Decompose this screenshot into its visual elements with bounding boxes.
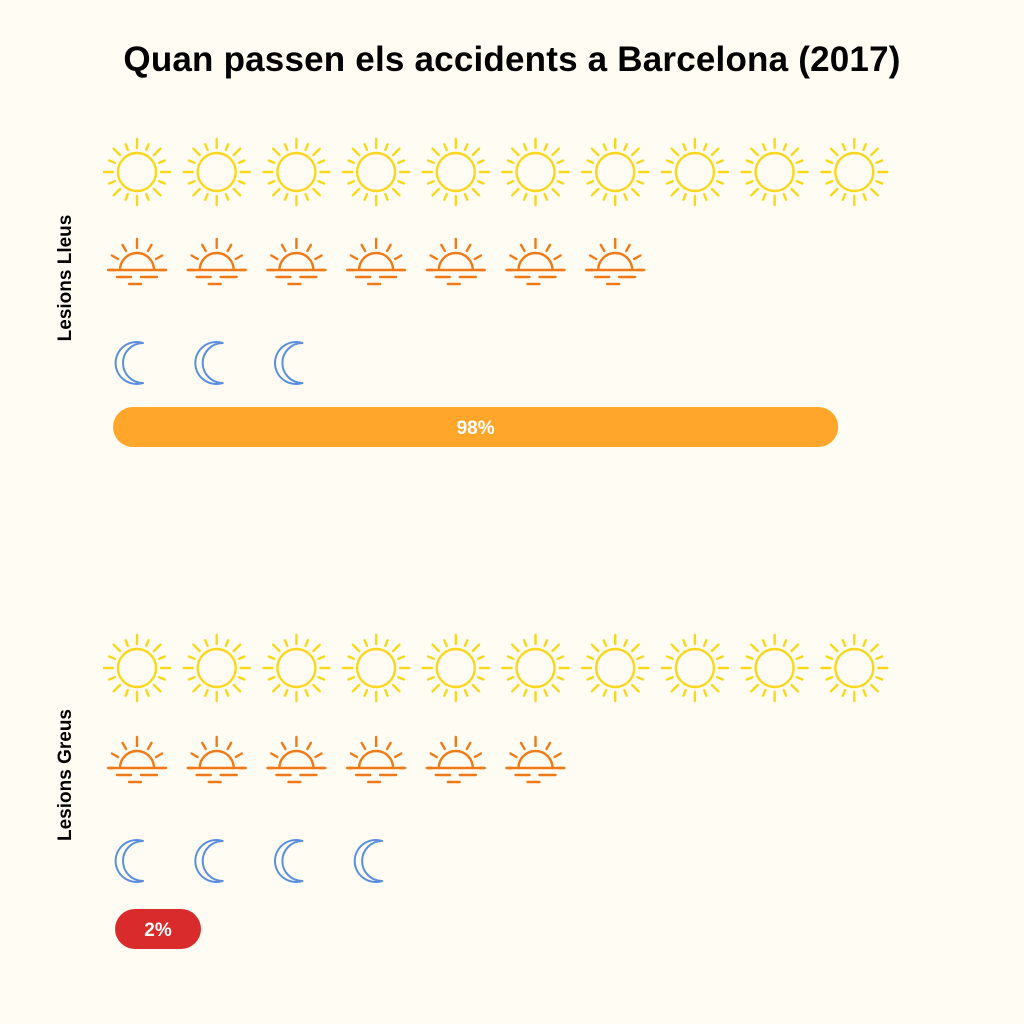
sun-icon	[341, 137, 411, 207]
moon-icon	[114, 341, 144, 385]
sun-icon	[262, 633, 331, 703]
moon-icon	[353, 839, 384, 883]
sun-icon	[501, 633, 570, 703]
sunset-icon	[505, 237, 566, 286]
sun-icon	[421, 137, 490, 207]
moon-icon	[274, 341, 304, 385]
sun-icon	[182, 137, 251, 207]
share-label: 2%	[144, 920, 172, 941]
sunset-icon	[266, 237, 327, 286]
sun-icon	[581, 633, 650, 703]
sunset-icon	[585, 237, 646, 286]
sun-icon	[820, 633, 889, 703]
sunset-icon	[505, 735, 566, 784]
sun-icon	[820, 137, 889, 207]
sunset-icon	[106, 237, 168, 286]
sun-icon	[102, 137, 172, 207]
moon-icon	[194, 839, 224, 883]
sunset-icon	[345, 237, 407, 286]
sunset-icon	[266, 735, 327, 784]
sun-icon	[581, 137, 650, 207]
sun-icon	[660, 137, 730, 207]
share-bar	[113, 407, 839, 447]
sun-icon	[102, 633, 172, 703]
share-label: 98%	[457, 418, 495, 439]
sun-icon	[660, 633, 730, 703]
sunset-icon	[425, 735, 486, 784]
sunset-icon	[186, 237, 247, 286]
sun-icon	[421, 633, 490, 703]
share-bar	[115, 909, 201, 949]
sunset-icon	[345, 735, 407, 784]
sunset-icon	[106, 735, 168, 784]
sun-icon	[341, 633, 411, 703]
sun-icon	[182, 633, 251, 703]
sun-icon	[501, 137, 570, 207]
sunset-icon	[186, 735, 247, 784]
chart-title: Quan passen els accidents a Barcelona (2…	[123, 40, 901, 79]
sun-icon	[262, 137, 331, 207]
sun-icon	[740, 137, 809, 207]
moon-icon	[114, 839, 144, 883]
moon-icon	[274, 839, 304, 883]
sun-icon	[740, 633, 809, 703]
moon-icon	[194, 341, 224, 385]
sunset-icon	[425, 237, 486, 286]
